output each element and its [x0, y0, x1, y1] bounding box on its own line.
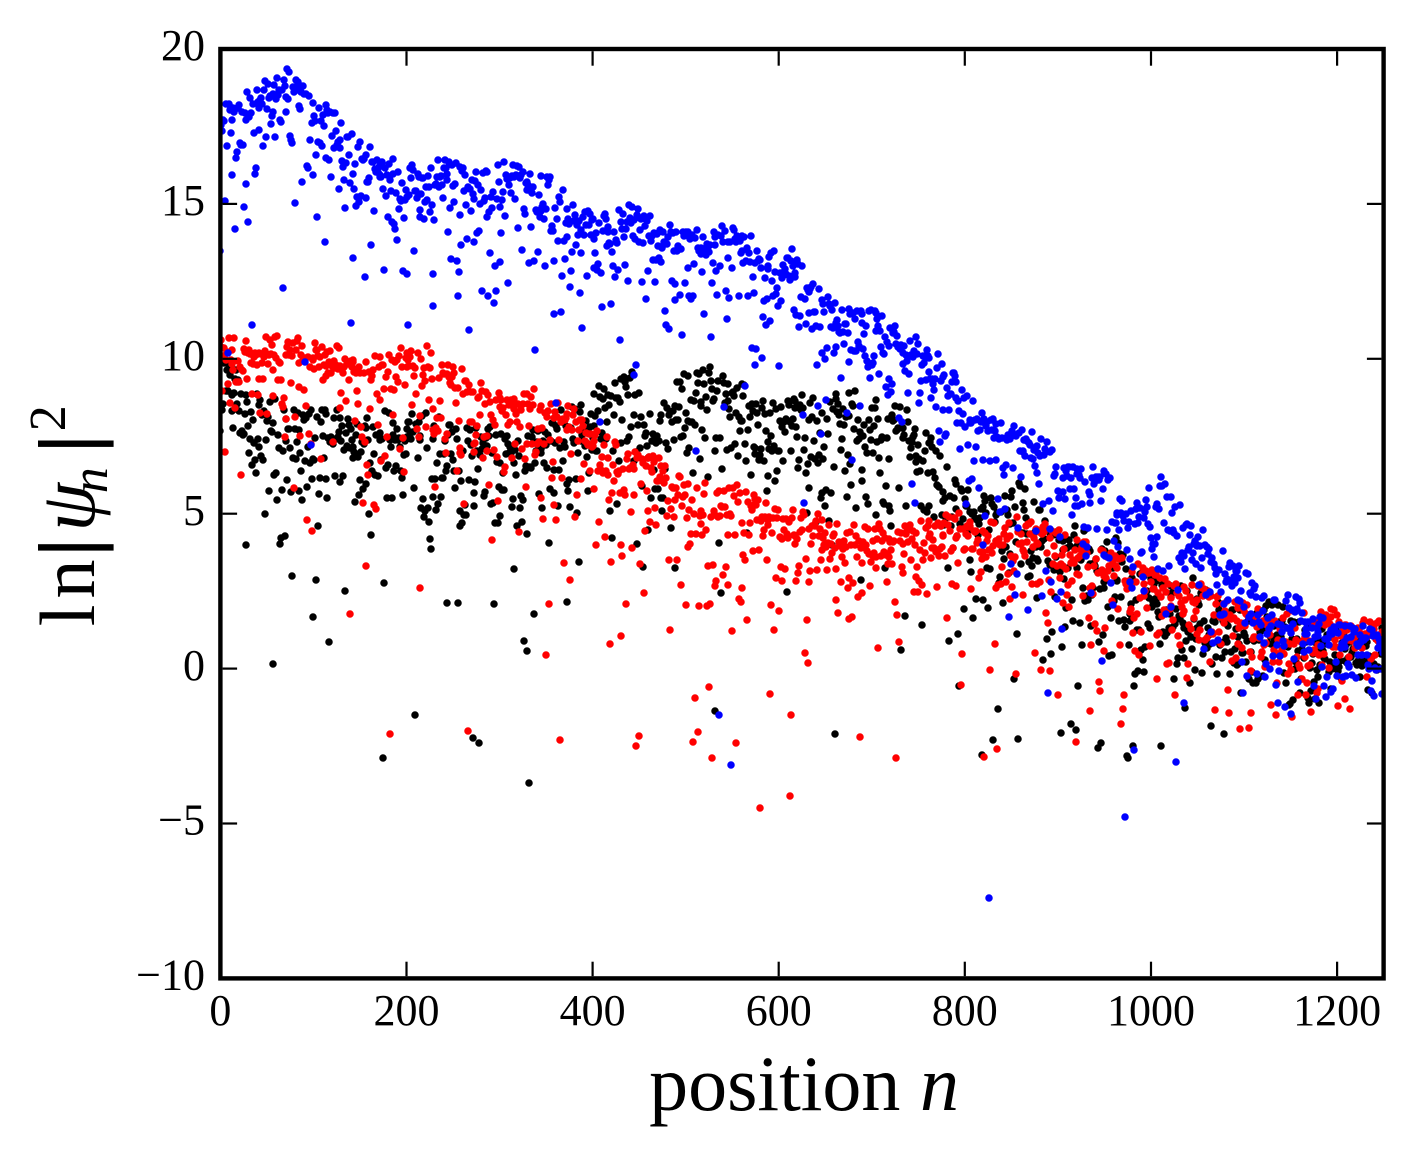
svg-text:20: 20	[161, 21, 205, 70]
svg-text:10: 10	[161, 331, 205, 380]
svg-text:1000: 1000	[1107, 986, 1195, 1035]
svg-text:800: 800	[932, 986, 998, 1035]
svg-text:−5: −5	[158, 796, 205, 845]
svg-text:600: 600	[746, 986, 812, 1035]
svg-text:5: 5	[183, 486, 205, 535]
svg-text:400: 400	[560, 986, 626, 1035]
svg-text:lnψn2: lnψn2	[20, 405, 119, 626]
svg-text:0: 0	[209, 986, 231, 1035]
svg-text:1200: 1200	[1293, 986, 1381, 1035]
svg-text:200: 200	[374, 986, 440, 1035]
svg-text:0: 0	[183, 641, 205, 690]
svg-text:15: 15	[161, 176, 205, 225]
svg-text:−10: −10	[136, 951, 205, 1000]
svg-text:position n: position n	[649, 1040, 959, 1127]
